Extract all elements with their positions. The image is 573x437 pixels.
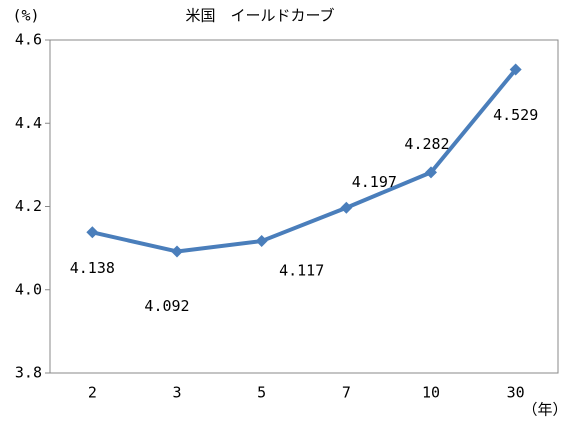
data-point	[86, 226, 99, 239]
data-label: 4.117	[279, 262, 324, 280]
x-tick-label: 30	[507, 384, 525, 402]
y-axis-label: (%)	[12, 7, 39, 25]
series-line	[91, 68, 518, 254]
x-tick-label: 5	[257, 384, 266, 402]
y-tick-label: 3.8	[15, 364, 42, 382]
data-label: 4.138	[70, 259, 115, 277]
data-label: 4.282	[404, 135, 449, 153]
x-tick-label: 2	[88, 384, 97, 402]
y-tick-label: 4.4	[15, 114, 42, 132]
y-tick-label: 4.0	[15, 280, 42, 298]
data-point	[255, 235, 268, 248]
data-point	[509, 63, 522, 76]
x-tick-label: 10	[422, 384, 440, 402]
x-tick-label: 7	[342, 384, 351, 402]
x-tick-label: 3	[172, 384, 181, 402]
x-axis-label: （年）	[522, 401, 567, 419]
y-tick-label: 4.2	[15, 197, 42, 215]
chart-title: 米国 イールドカーブ	[185, 7, 334, 25]
data-label: 4.092	[144, 297, 189, 315]
data-label: 4.529	[493, 106, 538, 124]
data-point	[171, 245, 183, 258]
data-label: 4.197	[352, 173, 397, 191]
data-point	[425, 166, 437, 179]
data-point	[340, 201, 353, 214]
y-tick-label: 4.6	[15, 31, 42, 49]
